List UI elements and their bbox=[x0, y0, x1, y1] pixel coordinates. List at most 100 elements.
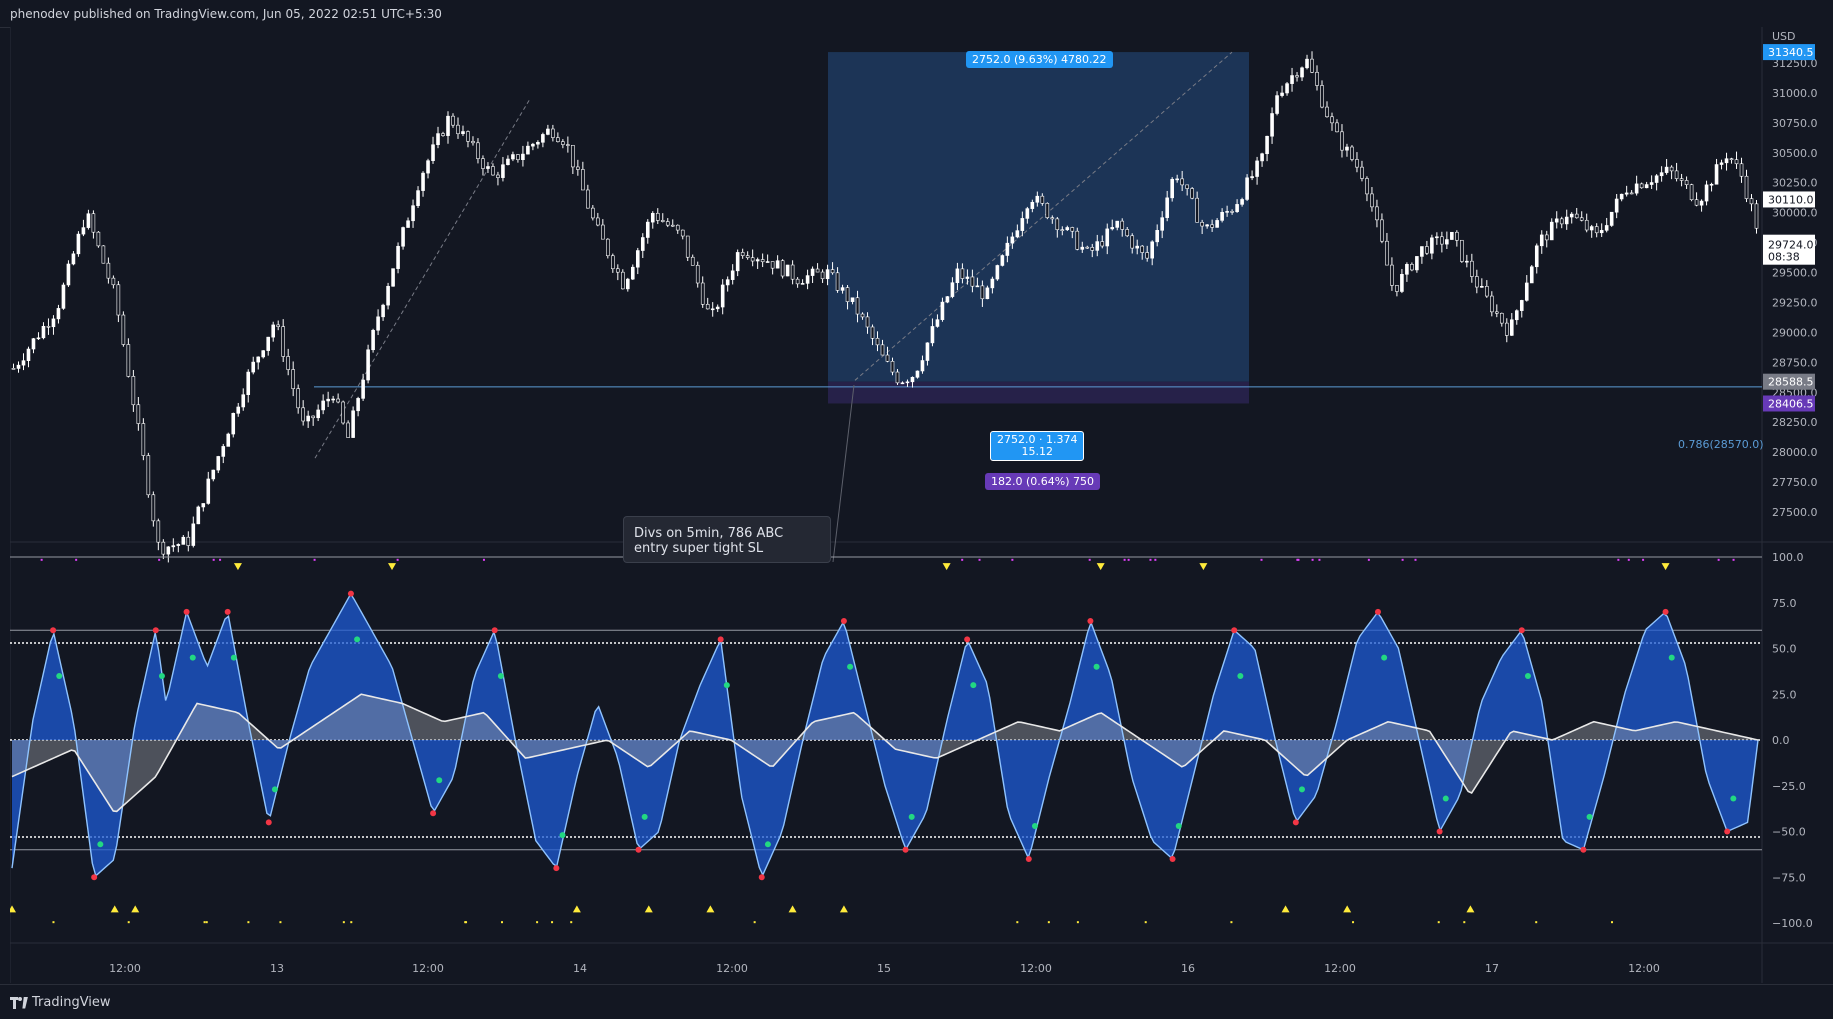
candle-body bbox=[680, 229, 685, 237]
peak-dot bbox=[1518, 627, 1525, 634]
candle bbox=[426, 158, 430, 179]
candle bbox=[621, 269, 625, 290]
signal-dot-bottom bbox=[1463, 921, 1466, 924]
candle-body bbox=[940, 301, 945, 320]
candle bbox=[1435, 232, 1439, 245]
candle bbox=[36, 332, 41, 340]
candle-body bbox=[755, 259, 760, 262]
candle-body bbox=[1694, 199, 1699, 206]
candle-body bbox=[1420, 246, 1424, 257]
price-axis[interactable]: USD 31250.0 31000.0 30750.0 30500.0 30250.0 3… bbox=[1763, 30, 1818, 519]
candle bbox=[1624, 185, 1629, 197]
candle-body bbox=[316, 409, 320, 419]
candle bbox=[870, 324, 875, 346]
candle-body bbox=[296, 388, 300, 409]
candle-body bbox=[271, 324, 276, 338]
candle-body bbox=[66, 263, 71, 286]
candle-body bbox=[1544, 234, 1549, 241]
candle bbox=[1090, 243, 1095, 258]
candle-body bbox=[1594, 226, 1599, 234]
candle bbox=[1584, 213, 1589, 233]
candle bbox=[306, 410, 310, 428]
candle bbox=[1040, 193, 1045, 206]
price-pane[interactable] bbox=[11, 51, 1762, 563]
candle bbox=[1220, 208, 1224, 223]
candle bbox=[521, 145, 525, 167]
candle-body bbox=[1160, 217, 1164, 231]
candle-body bbox=[1115, 220, 1120, 228]
candle bbox=[1325, 101, 1329, 118]
price-tick-label: 31000.0 bbox=[1772, 87, 1818, 100]
time-axis[interactable]: 12:00 13 12:00 14 12:00 15 12:00 16 12:00 17 12:00 bbox=[109, 962, 1660, 975]
chart-frame[interactable]: USD 31250.0 31000.0 30750.0 30500.0 30250.0 3… bbox=[10, 27, 1833, 983]
oscillator-pane[interactable] bbox=[10, 556, 1762, 924]
candle-body bbox=[346, 422, 350, 438]
candle-body bbox=[1120, 220, 1125, 230]
candle bbox=[1375, 199, 1379, 228]
candle bbox=[606, 238, 610, 259]
candle-body bbox=[695, 265, 700, 284]
candle bbox=[361, 373, 365, 401]
candle-body bbox=[1060, 229, 1065, 231]
signal-dot-bottom bbox=[52, 921, 55, 924]
candle bbox=[246, 369, 251, 403]
sell-marker bbox=[942, 563, 951, 571]
candle bbox=[586, 184, 590, 209]
candle bbox=[1485, 280, 1489, 298]
buy-marker bbox=[644, 905, 653, 913]
candle-body bbox=[895, 371, 900, 384]
candle-body bbox=[1350, 146, 1354, 160]
tradingview-logo[interactable]: TradingView bbox=[10, 995, 111, 1010]
candle bbox=[1739, 157, 1744, 183]
candle bbox=[755, 257, 760, 269]
time-tick-label: 12:00 bbox=[109, 962, 141, 975]
candle-body bbox=[311, 415, 315, 419]
cross-dot bbox=[847, 663, 854, 670]
candle-body bbox=[980, 285, 985, 300]
candle-body bbox=[91, 213, 96, 233]
cross-dot bbox=[1298, 786, 1305, 793]
candle bbox=[685, 235, 690, 262]
candle bbox=[356, 396, 360, 417]
candle bbox=[46, 318, 51, 335]
candle bbox=[1170, 177, 1174, 202]
candle bbox=[925, 342, 930, 366]
signal-dot-bottom bbox=[1352, 921, 1355, 924]
candle-body bbox=[860, 313, 865, 318]
buy-marker bbox=[1281, 905, 1290, 913]
candle bbox=[331, 395, 335, 404]
candle-body bbox=[596, 217, 600, 226]
candle-body bbox=[700, 282, 705, 305]
idea-note[interactable]: Divs on 5min, 786 ABC entry super tight … bbox=[623, 516, 831, 563]
signal-dot-top bbox=[219, 558, 222, 561]
candle bbox=[1215, 218, 1219, 228]
candle-body bbox=[1564, 216, 1569, 225]
candle-body bbox=[1524, 282, 1529, 301]
candle bbox=[546, 124, 550, 136]
osc-tick-label: −25.0 bbox=[1772, 780, 1806, 793]
candle bbox=[750, 249, 755, 267]
candle-body bbox=[1385, 240, 1389, 266]
oscillator-axis[interactable]: 100.0 75.0 50.0 25.0 0.0 −25.0 −50.0 −75.0 −100.… bbox=[1772, 551, 1813, 930]
candle bbox=[1519, 299, 1524, 318]
candle bbox=[1260, 152, 1264, 167]
candle-body bbox=[1674, 170, 1679, 179]
measure-mid-line-1: 2752.0 · 1.374 bbox=[997, 433, 1078, 446]
candle-body bbox=[1370, 193, 1374, 208]
candle bbox=[436, 126, 440, 149]
candle bbox=[121, 311, 126, 347]
candle-body bbox=[655, 212, 660, 221]
candle bbox=[1679, 173, 1684, 187]
candle bbox=[341, 400, 345, 425]
candle-body bbox=[61, 284, 66, 309]
trough-dot bbox=[553, 865, 560, 872]
candle-body bbox=[870, 326, 875, 339]
candle bbox=[690, 254, 695, 266]
trough-dot bbox=[758, 874, 765, 881]
candle bbox=[416, 186, 420, 209]
candle bbox=[915, 370, 920, 379]
candle bbox=[151, 491, 156, 527]
candle-body bbox=[1574, 213, 1579, 219]
candle-body bbox=[715, 306, 720, 310]
candle bbox=[795, 277, 800, 288]
